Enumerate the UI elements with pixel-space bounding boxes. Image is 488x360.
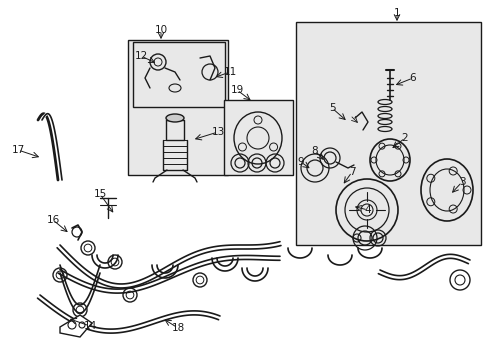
Text: 18: 18: [171, 323, 184, 333]
Bar: [295, 22, 480, 245]
Bar: [133, 42, 224, 107]
Text: 1: 1: [393, 8, 400, 18]
Text: 14: 14: [83, 321, 97, 331]
Text: 3: 3: [458, 177, 465, 187]
Text: 5: 5: [328, 103, 335, 113]
Text: 8: 8: [311, 146, 318, 156]
Text: 16: 16: [46, 215, 60, 225]
Bar: [224, 100, 292, 175]
Text: 11: 11: [223, 67, 236, 77]
Text: 17: 17: [11, 145, 24, 155]
Ellipse shape: [165, 114, 183, 122]
Text: 15: 15: [93, 189, 106, 199]
Text: 7: 7: [348, 167, 355, 177]
Bar: [128, 40, 227, 175]
Text: 13: 13: [211, 127, 224, 137]
Text: 4: 4: [364, 205, 370, 215]
Text: 12: 12: [134, 51, 147, 61]
Polygon shape: [60, 315, 92, 337]
Text: 6: 6: [409, 73, 415, 83]
Text: 10: 10: [154, 25, 167, 35]
Text: 2: 2: [401, 133, 407, 143]
Text: 9: 9: [297, 157, 304, 167]
Text: 19: 19: [230, 85, 243, 95]
